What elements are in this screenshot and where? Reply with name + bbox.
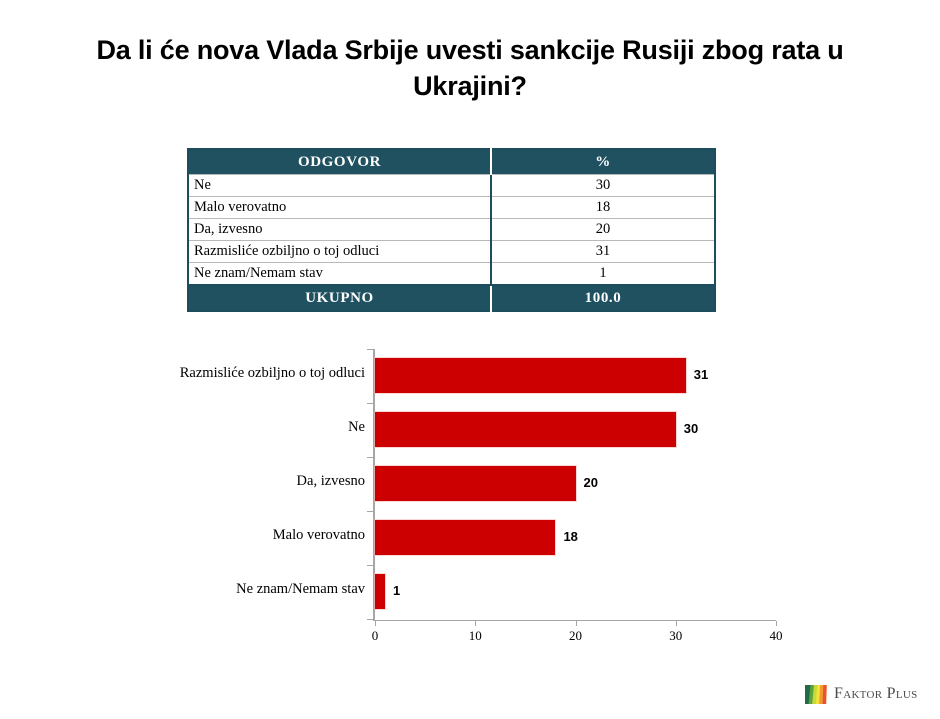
chart-bar — [375, 412, 676, 447]
chart-x-tick-label: 30 — [669, 628, 683, 643]
chart-category-label: Ne — [348, 419, 365, 435]
table-header-percent: % — [491, 149, 715, 175]
table-row: Ne 30 — [188, 174, 715, 197]
chart-category-label: Da, izvesno — [296, 473, 365, 489]
chart-x-tick-label: 40 — [769, 628, 783, 643]
chart-y-tick — [367, 619, 373, 620]
chart-y-axis — [373, 349, 375, 621]
chart-x-tick — [776, 621, 777, 626]
chart-plot-area: Razmisliće ozbiljno o toj odluci 31 Ne 30 Da… — [140, 345, 800, 645]
chart-bar-value-label: 1 — [393, 583, 401, 598]
table-cell-percent: 18 — [491, 196, 715, 219]
chart-bar-row: Malo verovatno 18 — [140, 511, 800, 565]
table-cell-percent: 1 — [491, 262, 715, 286]
chart-x-axis — [373, 620, 776, 621]
chart-x-tick — [575, 621, 577, 626]
chart-y-tick — [367, 565, 373, 566]
chart-category-label: Razmisliće ozbiljno o toj odluci — [179, 365, 365, 381]
table-total-value: 100.0 — [491, 284, 715, 311]
table-row: Razmisliće ozbiljno o toj odluci 31 — [188, 240, 715, 263]
chart-bar — [375, 358, 686, 393]
table-cell-answer: Malo verovatno — [188, 196, 492, 219]
chart-y-tick — [367, 349, 373, 350]
bar-chart: Razmisliće ozbiljno o toj odluci 31 Ne 30 Da… — [140, 345, 800, 645]
chart-bar-value-label: 30 — [683, 421, 699, 436]
table-cell-answer: Razmisliće ozbiljno o toj odluci — [188, 240, 492, 263]
chart-x-tick-label: 10 — [468, 628, 482, 643]
chart-x-tick — [675, 621, 677, 626]
chart-y-tick — [367, 403, 373, 404]
table-cell-answer: Ne — [188, 174, 492, 197]
chart-y-tick — [367, 457, 373, 458]
table-row: Ne znam/Nemam stav 1 — [188, 262, 715, 286]
chart-bar — [375, 520, 556, 555]
table-cell-percent: 31 — [491, 240, 715, 263]
table-cell-answer: Da, izvesno — [188, 218, 492, 241]
table-total-row: UKUPNO 100.0 — [188, 284, 715, 311]
chart-category-label: Malo verovatno — [272, 527, 365, 543]
chart-x-tick-label: 0 — [371, 628, 379, 643]
chart-bar — [375, 466, 576, 501]
chart-bar-row: Da, izvesno 20 — [140, 457, 800, 511]
table-cell-percent: 20 — [491, 218, 715, 241]
chart-bar-row: Ne znam/Nemam stav 1 — [140, 565, 800, 619]
table-cell-answer: Ne znam/Nemam stav — [188, 262, 492, 286]
chart-x-tick — [375, 621, 376, 626]
chart-bar — [375, 574, 386, 609]
chart-bar-value-label: 18 — [563, 529, 578, 544]
table-header-row: ODGOVOR % — [188, 149, 715, 175]
results-table: ODGOVOR % Ne 30 Malo verovatno 18 Da, izvesn… — [187, 148, 716, 312]
logo-text: Faktor Plus — [834, 685, 918, 702]
page-title: Da li će nova Vlada Srbije uvesti sankci… — [96, 35, 844, 101]
chart-category-label: Ne znam/Nemam stav — [236, 581, 365, 597]
chart-bar-row: Razmisliće ozbiljno o toj odluci 31 — [140, 349, 800, 403]
table-cell-percent: 30 — [491, 174, 715, 197]
logo-stripes-icon — [805, 684, 827, 704]
chart-y-tick — [367, 511, 373, 512]
table-row: Da, izvesno 20 — [188, 218, 715, 241]
chart-x-tick — [475, 621, 477, 626]
table-header-answer: ODGOVOR — [188, 149, 492, 175]
chart-bar-value-label: 31 — [693, 367, 709, 382]
chart-bar-value-label: 20 — [583, 475, 598, 490]
table-total-label: UKUPNO — [188, 284, 492, 311]
faktor-plus-logo: Faktor Plus — [804, 679, 934, 709]
table-row: Malo verovatno 18 — [188, 196, 715, 219]
chart-bar-row: Ne 30 — [140, 403, 800, 457]
chart-x-tick-label: 20 — [569, 628, 582, 643]
